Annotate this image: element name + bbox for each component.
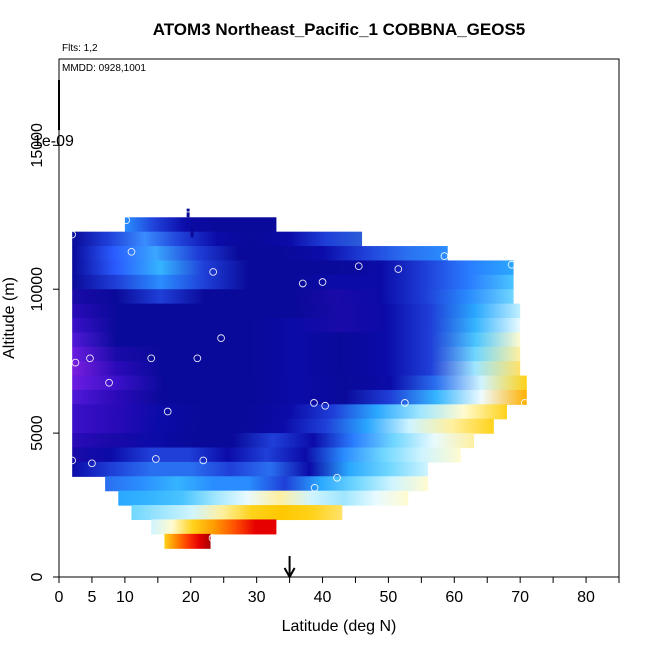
sample-point: [122, 216, 131, 225]
heatmap-band: [72, 318, 521, 333]
heatmap-band: [72, 260, 514, 276]
x-tick-label: 40: [314, 589, 332, 606]
sample-point: [105, 378, 113, 387]
heatmap-band: [72, 418, 494, 434]
y-axis: 0 5000 10000 15000: [29, 123, 59, 581]
sample-point: [440, 252, 449, 260]
x-tick-label: 60: [445, 589, 463, 606]
heatmap-band: [72, 461, 428, 477]
x-axis-title: Latitude (deg N): [282, 618, 397, 635]
y-axis-title: Altitude (m): [1, 277, 18, 359]
sample-point: [209, 268, 218, 276]
sample-point: [333, 473, 341, 482]
x-tick-label: 0: [55, 589, 64, 606]
sample-point: [208, 534, 217, 543]
heatmap-band: [72, 389, 527, 405]
heatmap-band: [151, 519, 277, 535]
x-tick-label: 5: [87, 589, 96, 606]
heatmap-band: [72, 289, 514, 305]
heatmap-band: [72, 332, 521, 348]
x-tick-label: 70: [511, 589, 529, 606]
sample-point: [394, 265, 403, 273]
sample-point: [310, 399, 318, 407]
sample-point: [298, 279, 307, 288]
x-tick-label: 50: [380, 589, 398, 606]
sample-point: [68, 230, 77, 239]
sample-point: [71, 358, 80, 367]
arrow-head: [283, 567, 296, 580]
heatmap-band: [72, 361, 521, 377]
sample-point: [520, 399, 529, 407]
heatmap-band: [118, 490, 409, 506]
sample-point: [86, 354, 94, 363]
sample-point: [193, 354, 202, 363]
heatmap-band: [105, 476, 428, 492]
chart-title: ATOM3 Northeast_Pacific_1 COBBNA_GEOS5: [153, 20, 526, 39]
heatmap-band: [72, 274, 514, 290]
heatmap-band: [72, 346, 521, 362]
sample-point: [310, 483, 319, 492]
heatmap-band: [72, 231, 363, 247]
dates-label: MMDD: 0928,1001: [62, 63, 146, 74]
x-tick-label: 10: [116, 589, 134, 606]
flights-label: Flts: 1,2: [62, 43, 98, 54]
plot-frame: [58, 58, 620, 578]
sample-point: [68, 456, 77, 465]
sample-point: [321, 401, 330, 410]
x-axis: 0 5 10 20 30 40 50 60 70 80: [55, 577, 620, 606]
heatmap-band: [72, 447, 461, 463]
sample-point: [184, 204, 192, 213]
sample-point: [318, 278, 327, 286]
heatmap-band: [131, 505, 343, 521]
sample-point: [199, 456, 208, 465]
heatmap-band: [164, 533, 211, 549]
x-tick-label: 80: [577, 589, 595, 606]
sample-point: [507, 260, 516, 269]
sample-point: [163, 407, 172, 416]
heatmap-band: [124, 217, 277, 233]
heatmap-band: [72, 433, 475, 449]
sample-point: [217, 334, 225, 342]
heatmap-band: [72, 404, 508, 420]
y-tick-label: 15000: [29, 123, 46, 168]
sample-point: [147, 354, 156, 363]
sample-point: [354, 262, 363, 271]
heatmap-band: [72, 246, 448, 262]
heatmap-band: [72, 303, 521, 319]
sample-point: [127, 247, 136, 256]
heatmap-band: [72, 375, 527, 391]
sample-point: [151, 455, 160, 463]
plot-area: [58, 80, 529, 549]
sample-point: [401, 399, 409, 407]
y-tick-label: 0: [29, 572, 46, 581]
colorbar-scale-label: 1e-09: [33, 133, 74, 150]
sample-point: [88, 459, 96, 468]
y-tick-label: 10000: [29, 267, 46, 312]
x-tick-label: 30: [248, 589, 266, 606]
y-tick-label: 5000: [29, 415, 46, 451]
x-tick-label: 20: [182, 589, 200, 606]
latitude-marker-arrow: [283, 556, 296, 580]
